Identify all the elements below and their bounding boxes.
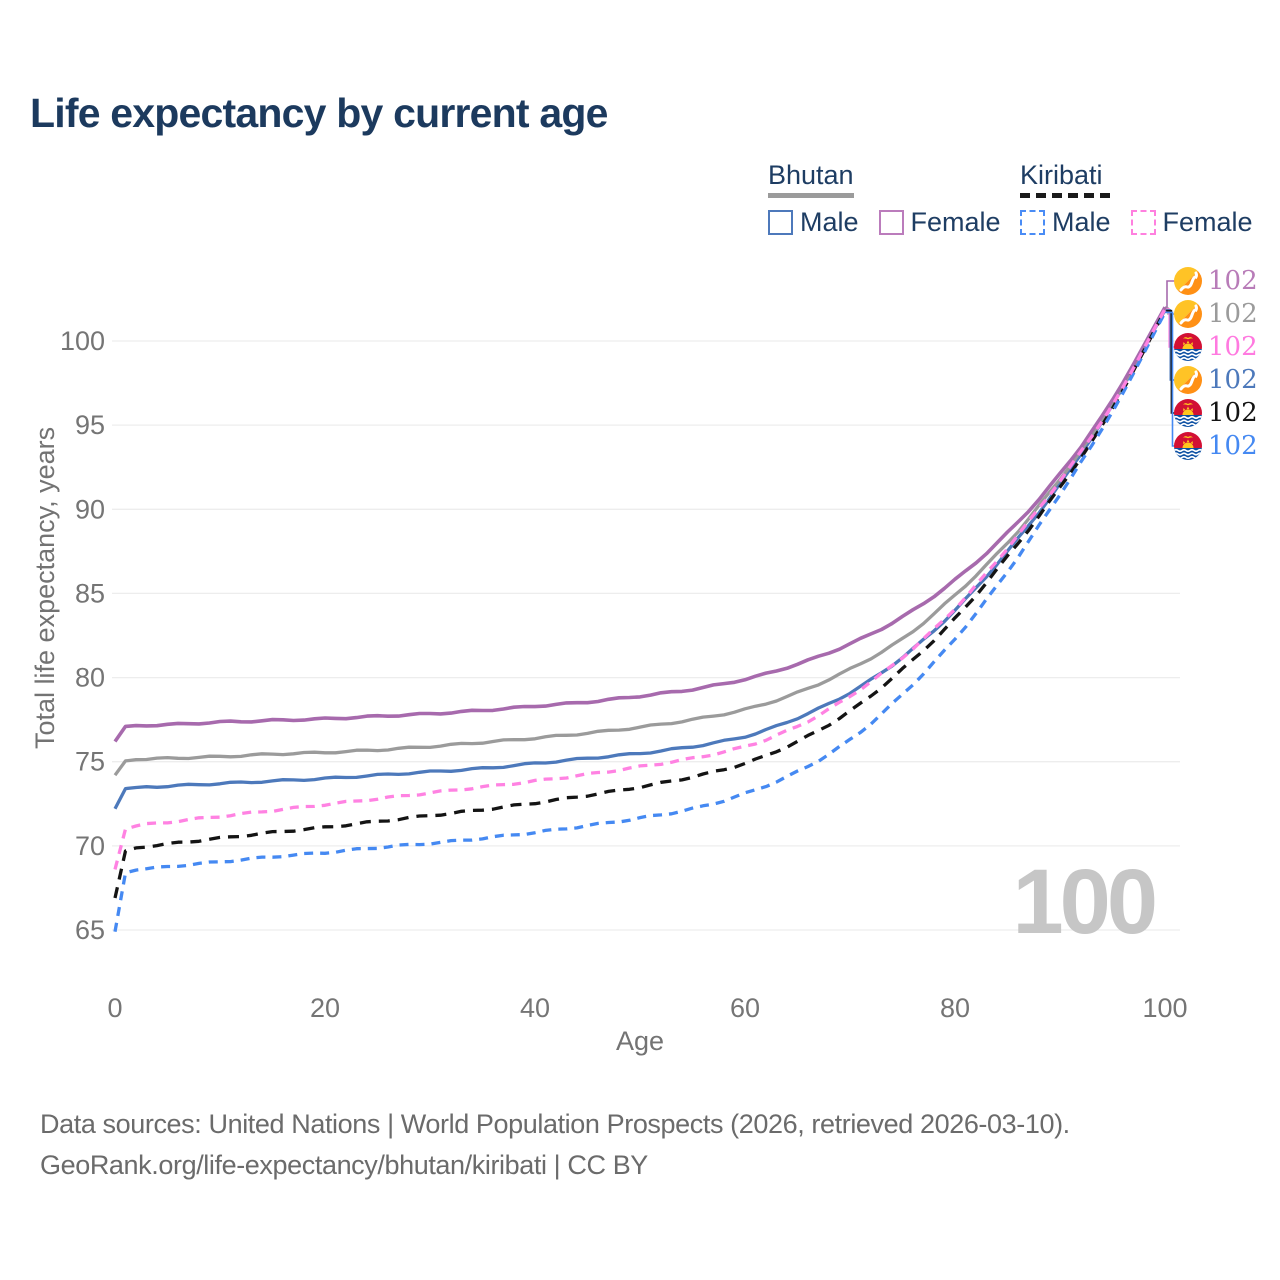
bhutan-male-swatch-icon bbox=[768, 210, 793, 235]
svg-text:90: 90 bbox=[75, 494, 105, 524]
legend-item-bhutan-female: Female bbox=[878, 207, 1001, 238]
svg-text:85: 85 bbox=[75, 578, 105, 608]
kiribati-male-swatch-icon bbox=[1020, 210, 1045, 235]
legend-group-title: Kiribati bbox=[1020, 160, 1103, 190]
footer: Data sources: United Nations | World Pop… bbox=[40, 1104, 1070, 1186]
kiribati-flag-icon bbox=[1174, 431, 1202, 460]
legend-group-kiribati: Kiribati Male Female bbox=[1020, 160, 1273, 238]
kiribati-flag-icon bbox=[1174, 398, 1202, 427]
kiribati-flag-icon bbox=[1174, 332, 1202, 361]
legend-item-label: Female bbox=[910, 207, 1001, 237]
svg-text:0: 0 bbox=[107, 993, 122, 1023]
bhutan-flag-icon bbox=[1174, 365, 1202, 394]
legend-item-kiribati-male: Male bbox=[1020, 207, 1111, 238]
solid-line-sample-icon bbox=[768, 193, 854, 198]
age-counter-watermark: 100 bbox=[1012, 851, 1158, 953]
line-chart-plot: 65 70 75 80 85 90 95 100 0 20 40 60 80 100 bbox=[60, 280, 1188, 1023]
end-label-row: 102 bbox=[1174, 297, 1258, 330]
legend-group-bhutan: Bhutan Male Female bbox=[768, 160, 1021, 238]
end-label-row: 102 bbox=[1174, 396, 1258, 429]
svg-text:60: 60 bbox=[730, 993, 760, 1023]
legend-item-kiribati-female: Female bbox=[1130, 207, 1253, 238]
legend-item-bhutan-male: Male bbox=[768, 207, 859, 238]
svg-text:20: 20 bbox=[310, 993, 340, 1023]
end-label-value: 102 bbox=[1208, 298, 1258, 329]
end-label-value: 102 bbox=[1208, 331, 1258, 362]
svg-text:65: 65 bbox=[75, 915, 105, 945]
svg-text:70: 70 bbox=[75, 831, 105, 861]
end-label-value: 102 bbox=[1208, 430, 1258, 461]
dashed-line-sample-icon bbox=[1020, 193, 1110, 198]
legend-group-title: Bhutan bbox=[768, 160, 854, 190]
footer-source-line: Data sources: United Nations | World Pop… bbox=[40, 1109, 1070, 1139]
svg-text:100: 100 bbox=[1142, 993, 1187, 1023]
legend-item-label: Male bbox=[800, 207, 859, 237]
end-label-value: 102 bbox=[1208, 397, 1258, 428]
x-axis-title: Age bbox=[615, 1026, 665, 1056]
svg-text:80: 80 bbox=[940, 993, 970, 1023]
svg-text:75: 75 bbox=[75, 747, 105, 777]
page-title: Life expectancy by current age bbox=[30, 90, 608, 136]
end-label-value: 102 bbox=[1208, 364, 1258, 395]
bhutan-flag-icon bbox=[1174, 266, 1202, 295]
svg-text:40: 40 bbox=[520, 993, 550, 1023]
end-label-row: 102 bbox=[1174, 330, 1258, 363]
legend-item-label: Female bbox=[1162, 207, 1253, 237]
end-label-row: 102 bbox=[1174, 429, 1258, 462]
svg-text:95: 95 bbox=[75, 410, 105, 440]
svg-text:80: 80 bbox=[75, 663, 105, 693]
end-label-row: 102 bbox=[1174, 264, 1258, 297]
end-label-row: 102 bbox=[1174, 363, 1258, 396]
svg-text:100: 100 bbox=[60, 326, 105, 356]
legend-item-label: Male bbox=[1052, 207, 1111, 237]
end-label-value: 102 bbox=[1208, 265, 1258, 296]
bhutan-flag-icon bbox=[1174, 299, 1202, 328]
footer-license-line: GeoRank.org/life-expectancy/bhutan/kirib… bbox=[40, 1150, 648, 1180]
kiribati-female-swatch-icon bbox=[1130, 210, 1156, 235]
bhutan-female-swatch-icon bbox=[878, 210, 904, 235]
y-axis-title: Total life expectancy, years bbox=[30, 426, 60, 750]
end-labels: 102 102 bbox=[1174, 264, 1258, 462]
